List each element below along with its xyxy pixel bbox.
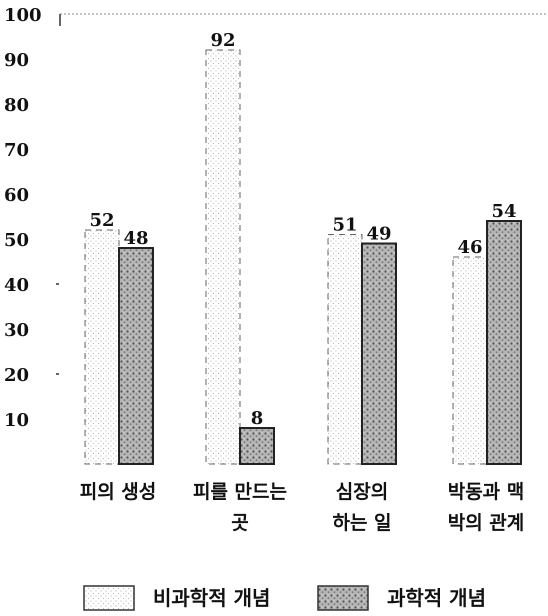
bar bbox=[239, 427, 275, 465]
data-label: 92 bbox=[210, 30, 235, 51]
category-label: 박동과 맥 bbox=[448, 481, 525, 503]
data-label: 54 bbox=[491, 201, 516, 222]
category-label: 피를 만드는 bbox=[193, 481, 287, 503]
y-tick-label: 80 bbox=[4, 95, 29, 116]
legend-swatch bbox=[83, 585, 135, 611]
y-tick-label: 60 bbox=[4, 185, 29, 206]
data-label: 52 bbox=[89, 210, 114, 231]
bar bbox=[452, 256, 488, 465]
legend-label: 비과학적 개념 bbox=[153, 586, 270, 610]
bar bbox=[84, 229, 120, 465]
bar bbox=[486, 220, 522, 465]
y-tick-label: 10 bbox=[4, 410, 29, 431]
bar bbox=[327, 234, 363, 465]
y-tick-label: 40 bbox=[4, 275, 29, 296]
data-label: 51 bbox=[332, 215, 357, 236]
legend: 비과학적 개념 과학적 개념 bbox=[83, 585, 486, 611]
category-label: 심장의 bbox=[336, 481, 388, 503]
data-label: 46 bbox=[457, 237, 482, 258]
y-tick-label: 30 bbox=[4, 320, 29, 341]
y-tick-label: 100 bbox=[4, 5, 42, 26]
legend-label: 과학적 개념 bbox=[387, 586, 486, 610]
bars bbox=[84, 49, 522, 465]
category-label: 하는 일 bbox=[332, 512, 391, 534]
data-label: 8 bbox=[251, 408, 264, 429]
y-tick-label: 70 bbox=[4, 140, 29, 161]
axes bbox=[59, 13, 546, 26]
y-tick-label: 90 bbox=[4, 50, 29, 71]
legend-swatch bbox=[317, 585, 369, 611]
y-tick-label: 20 bbox=[4, 365, 29, 386]
data-labels: 52 48 92 8 51 49 46 54 bbox=[89, 30, 516, 429]
category-label: 곳 bbox=[231, 512, 248, 534]
bar bbox=[118, 247, 154, 465]
category-label: 피의 생성 bbox=[80, 481, 157, 503]
y-tick-label: 50 bbox=[4, 230, 29, 251]
bar bbox=[205, 49, 241, 465]
data-label: 49 bbox=[366, 224, 391, 245]
bar bbox=[361, 242, 397, 465]
data-label: 48 bbox=[123, 228, 148, 249]
category-label: 박의 관계 bbox=[448, 512, 525, 534]
y-axis-ticks: 10 20 30 40 50 60 70 80 90 100 bbox=[4, 5, 59, 431]
